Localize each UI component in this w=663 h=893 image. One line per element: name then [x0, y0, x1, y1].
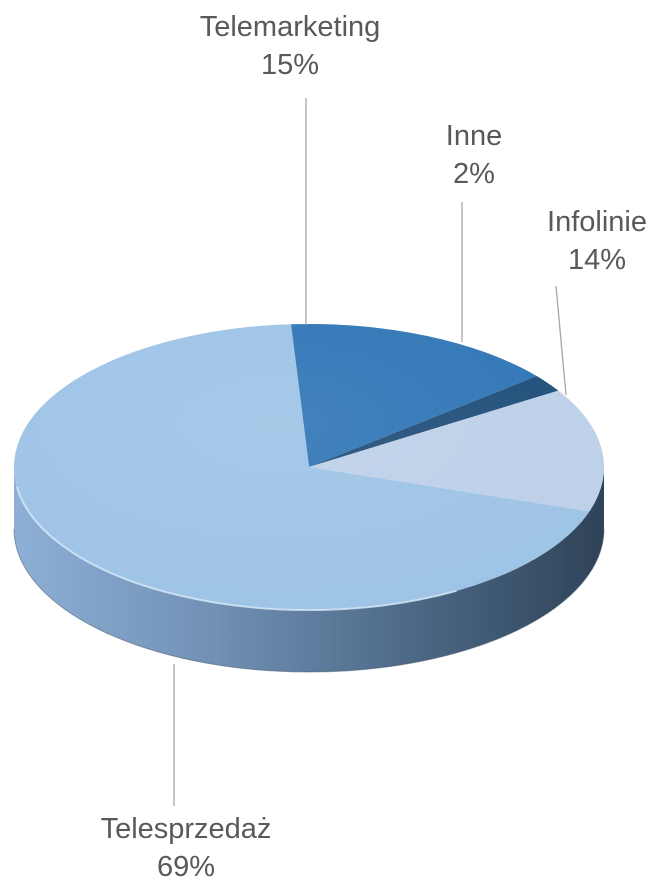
leader-lines	[173, 98, 567, 806]
data-label-value: 14%	[567, 244, 627, 276]
pie-bottom-edge	[13, 528, 605, 673]
data-label-value: 69%	[156, 851, 216, 883]
data-label-value: 2%	[453, 158, 495, 190]
data-label-category: Telesprzedaż	[100, 813, 272, 845]
data-label-category: Inne	[445, 120, 503, 152]
data-label-category: Telemarketing	[199, 11, 381, 43]
pie-side-wall	[14, 467, 604, 672]
data-label-infolinie: Infolinie 14%	[547, 203, 647, 279]
leader-line-infolinie	[555, 285, 567, 396]
data-label-value: 15%	[260, 49, 320, 81]
data-label-inne: Inne 2%	[446, 117, 502, 193]
data-label-category: Infolinie	[547, 206, 647, 238]
pie-side-layer	[13, 467, 605, 673]
pie-sheen	[14, 324, 604, 610]
data-label-telemarketing: Telemarketing 15%	[200, 8, 381, 84]
data-label-telesprzeda-: Telesprzedaż 69%	[101, 810, 272, 886]
